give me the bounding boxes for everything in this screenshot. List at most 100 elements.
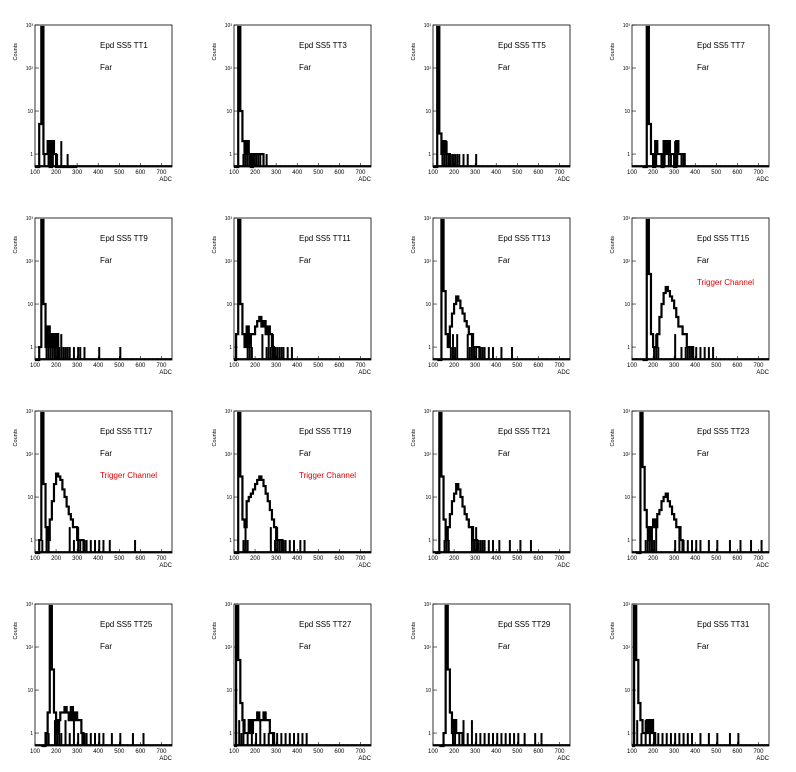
histogram-bin (674, 334, 677, 360)
histogram-bin (655, 334, 658, 360)
x-tick-label: 600 (732, 556, 743, 562)
x-tick-label: 500 (711, 363, 722, 369)
histogram-bin (636, 720, 639, 746)
histogram-bin (134, 540, 137, 553)
histogram-panel: 100 200 300 400 500 600 700 1 10 10² 10³ ADC Counts E… (0, 579, 199, 772)
histogram-bin (449, 347, 452, 360)
histogram-bin (650, 527, 653, 553)
histogram-bin (47, 733, 50, 746)
histogram-bin (242, 540, 245, 553)
trigger-channel-note: Trigger Channel (299, 471, 357, 480)
y-tick-label: 10 (226, 302, 232, 308)
histogram-bin (653, 154, 656, 167)
y-tick-label: 10³ (623, 216, 631, 222)
histogram-bin (255, 154, 258, 167)
histogram-bin (68, 733, 71, 746)
y-tick-label: 10² (424, 66, 432, 72)
histogram-bin (492, 347, 495, 360)
histogram-bin (276, 527, 279, 553)
x-axis-label: ADC (557, 370, 570, 376)
histogram-bin (686, 733, 689, 746)
histogram-bin (142, 733, 145, 746)
x-tick-label: 600 (334, 170, 345, 176)
x-tick-label: 400 (690, 749, 701, 755)
y-tick-label: 10² (26, 259, 34, 265)
y-tick-label: 1 (30, 345, 33, 351)
histogram-svg: 100 200 300 400 500 600 700 1 10 10² 10³ ADC Counts (212, 216, 372, 376)
y-axis-label: Counts (212, 43, 218, 61)
histogram-bin (282, 347, 285, 360)
y-tick-label: 10 (624, 109, 630, 115)
histogram-svg: 100 200 300 400 500 600 700 1 10 10² 10³ ADC Counts (411, 602, 571, 762)
histogram-bin (102, 733, 105, 746)
histogram-bin (657, 347, 660, 360)
histogram-bin (56, 334, 59, 360)
y-tick-label: 1 (30, 152, 33, 158)
y-tick-label: 10³ (225, 409, 233, 415)
x-tick-label: 400 (491, 749, 502, 755)
histogram-bin (691, 347, 694, 360)
x-axis-label: ADC (756, 756, 769, 762)
panel-subtitle: Far (697, 449, 709, 458)
x-tick-label: 100 (428, 749, 439, 755)
histogram-bin (737, 733, 740, 746)
x-tick-label: 700 (554, 749, 565, 755)
histogram-bin (674, 733, 677, 746)
histogram-bin (119, 347, 122, 360)
plot-frame (432, 24, 571, 168)
y-tick-label: 1 (627, 152, 630, 158)
x-tick-label: 400 (292, 363, 303, 369)
histogram-bin (246, 347, 249, 360)
x-tick-label: 600 (135, 556, 146, 562)
x-tick-label: 200 (250, 170, 261, 176)
histogram-bin (508, 540, 511, 553)
histogram-panel: 100 200 300 400 500 600 700 1 10 10² 10³ ADC Counts E… (398, 386, 597, 579)
x-tick-label: 400 (93, 556, 104, 562)
histogram-series (632, 604, 657, 748)
y-tick-label: 10³ (424, 409, 432, 415)
histogram-bin (479, 733, 482, 746)
histogram-bin (529, 540, 532, 553)
histogram-bin (77, 347, 80, 360)
histogram-bin (49, 347, 52, 360)
histogram-bin (508, 733, 511, 746)
plot-frame (432, 410, 571, 554)
histogram-bin (271, 334, 274, 360)
x-tick-label: 100 (627, 170, 638, 176)
histogram-bin (89, 733, 92, 746)
histogram-panel: 100 200 300 400 500 600 700 1 10 10² 10³ ADC Counts E… (0, 386, 199, 579)
x-tick-label: 400 (690, 363, 701, 369)
histogram-series (234, 604, 276, 748)
histogram-bin (674, 540, 677, 553)
histogram-bin (269, 527, 272, 553)
y-tick-label: 10² (623, 645, 631, 651)
x-axis-label: ADC (159, 370, 172, 376)
histogram-bin (691, 733, 694, 746)
panel-subtitle: Far (100, 63, 112, 72)
histogram-bin (483, 347, 486, 360)
y-tick-label: 10² (225, 645, 233, 651)
x-tick-label: 300 (470, 556, 481, 562)
histogram-bin (274, 540, 277, 553)
histogram-svg: 100 200 300 400 500 600 700 1 10 10² 10³ ADC Counts (13, 23, 173, 183)
histogram-bin (487, 540, 490, 553)
histogram-bin (255, 733, 258, 746)
histogram-bin (271, 733, 274, 746)
x-tick-label: 600 (135, 363, 146, 369)
panel-subtitle: Far (100, 449, 112, 458)
y-axis-label: Counts (610, 236, 616, 254)
x-tick-label: 600 (334, 556, 345, 562)
histogram-bin (492, 540, 495, 553)
histogram-bin (72, 720, 75, 746)
panel-title: Epd SS5 TT21 (498, 427, 551, 436)
y-tick-label: 10³ (26, 23, 34, 29)
histogram-bin (443, 540, 446, 553)
histogram-series (439, 604, 464, 748)
histogram-bin (45, 527, 48, 553)
x-tick-label: 300 (271, 556, 282, 562)
y-axis-label: Counts (212, 622, 218, 640)
histogram-bin (50, 154, 53, 167)
histogram-bin (441, 154, 444, 167)
y-axis-label: Counts (610, 622, 616, 640)
y-tick-label: 10³ (623, 409, 631, 415)
